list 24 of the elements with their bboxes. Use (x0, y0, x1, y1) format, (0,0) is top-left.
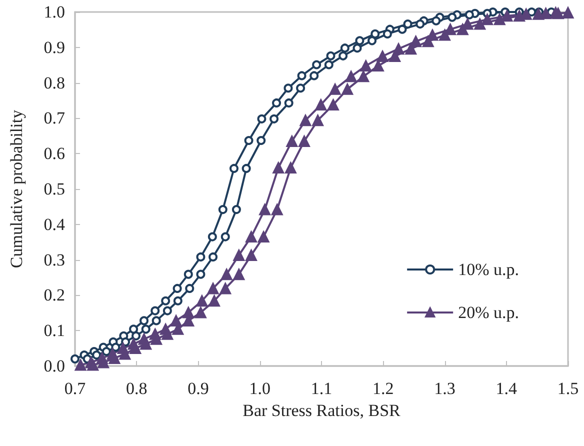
x-tick-label: 1.1 (310, 379, 332, 398)
y-tick-label: 1.0 (44, 2, 65, 22)
x-axis-title: Bar Stress Ratios, BSR (242, 401, 402, 420)
legend-label: 10% u.p. (458, 260, 520, 279)
y-tick-label: 0.8 (44, 73, 65, 92)
y-tick-label: 0.0 (44, 356, 65, 376)
y-tick-label: 0.2 (44, 286, 65, 305)
y-tick-label: 0.5 (44, 180, 65, 198)
x-tick-label: 1.5 (557, 379, 579, 398)
x-tick-label: 0.9 (188, 379, 209, 398)
y-tick-label: 0.7 (44, 108, 66, 128)
y-axis-title: Cumulative probability (7, 109, 26, 268)
y-tick-label: 0.1 (44, 321, 65, 340)
x-tick-label: 1.3 (434, 379, 456, 398)
x-tick-label: 1.2 (372, 379, 394, 398)
y-tick-label: 0.9 (44, 38, 65, 57)
x-tick-label: 0.8 (126, 379, 148, 398)
y-tick-label: 0.4 (44, 214, 66, 234)
x-tick-label: 1.0 (249, 379, 270, 398)
legend-label: 20% u.p. (458, 303, 520, 322)
x-tick-label: 0.7 (64, 379, 86, 398)
y-tick-label: 0.3 (44, 250, 65, 270)
y-tick-label: 0.6 (44, 144, 65, 164)
x-tick-label: 1.4 (496, 379, 518, 398)
